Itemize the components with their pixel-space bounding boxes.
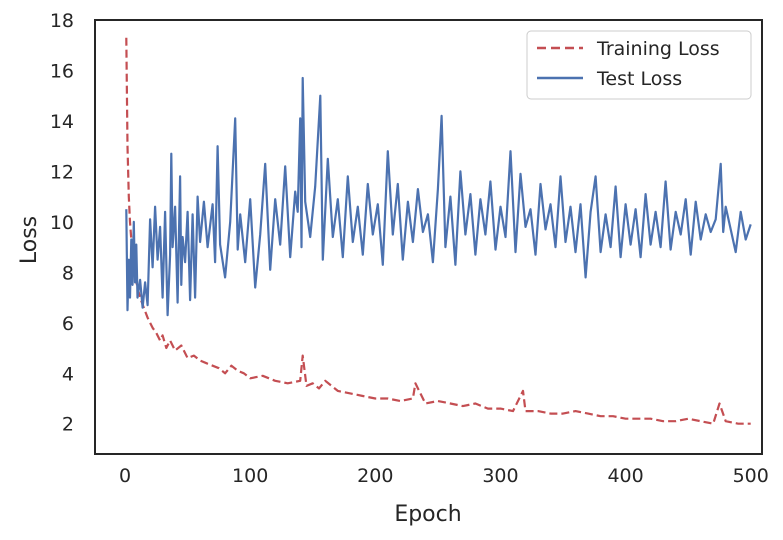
legend-label-training-loss: Training Loss [596,38,720,60]
y-tick-label: 16 [50,60,74,82]
series-line-training-loss [125,37,751,425]
x-ticks: 0 100 200 300 400 500 [119,465,769,487]
y-ticks: 2 4 6 8 10 12 14 16 18 [50,10,74,436]
legend: Training Loss Test Loss [526,30,752,100]
x-tick-label: 500 [733,465,769,487]
x-tick-label: 200 [357,465,393,487]
legend-label-test-loss: Test Loss [596,68,682,90]
x-tick-label: 300 [482,465,518,487]
y-tick-label: 8 [62,262,74,284]
series-line-test-loss [125,76,752,317]
y-tick-label: 10 [50,212,74,234]
y-tick-label: 14 [50,111,74,133]
y-tick-label: 6 [62,313,74,335]
x-tick-label: 100 [232,465,268,487]
y-tick-label: 2 [62,414,74,436]
y-axis-label: Loss [17,216,42,264]
y-tick-label: 12 [50,161,74,183]
x-tick-label: 400 [607,465,643,487]
x-axis-label: Epoch [394,502,461,527]
x-tick-label: 0 [119,465,131,487]
y-tick-label: 4 [62,363,74,385]
y-tick-label: 18 [50,10,74,32]
series-lines [125,37,752,425]
